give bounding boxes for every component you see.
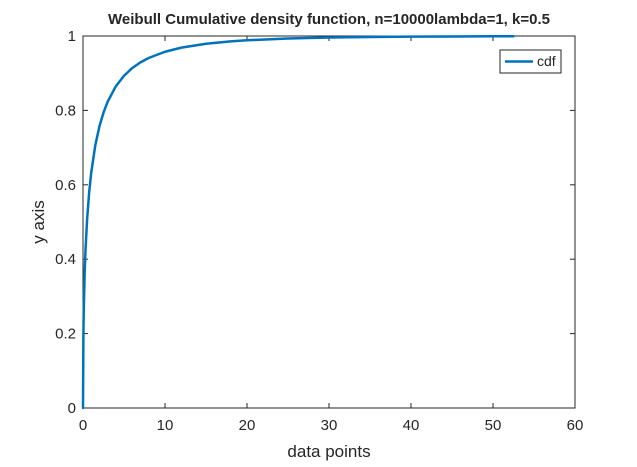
x-tick-label: 30 bbox=[321, 417, 338, 434]
y-axis-ticks: 0 0.2 0.4 0.6 0.8 1 bbox=[55, 28, 575, 417]
y-tick-label: 0 bbox=[68, 400, 76, 417]
y-tick-label: 0.8 bbox=[55, 102, 76, 119]
series-layer bbox=[81, 35, 515, 410]
x-axis-ticks: 0 10 20 30 40 50 60 bbox=[79, 36, 584, 434]
series-line-cdf bbox=[81, 35, 515, 410]
axes-box bbox=[82, 35, 576, 409]
plot-area: 0 10 20 30 40 50 60 0 0.2 0.4 0.6 0.8 1 bbox=[55, 28, 583, 434]
y-tick-label: 1 bbox=[68, 28, 76, 45]
y-tick-label: 0.2 bbox=[55, 326, 76, 343]
x-tick-label: 10 bbox=[157, 417, 174, 434]
x-axis-label: data points bbox=[287, 442, 370, 461]
legend: cdf bbox=[499, 49, 562, 74]
x-tick-label: 40 bbox=[403, 417, 420, 434]
y-tick-label: 0.6 bbox=[55, 177, 76, 194]
x-tick-label: 50 bbox=[485, 417, 502, 434]
legend-label-cdf: cdf bbox=[537, 53, 556, 69]
x-tick-label: 20 bbox=[239, 417, 256, 434]
y-axis-label: y axis bbox=[29, 200, 48, 243]
chart-title: Weibull Cumulative density function, n=1… bbox=[108, 11, 550, 28]
y-tick-label: 0.4 bbox=[55, 251, 76, 268]
x-tick-label: 0 bbox=[79, 417, 87, 434]
x-tick-label: 60 bbox=[567, 417, 584, 434]
